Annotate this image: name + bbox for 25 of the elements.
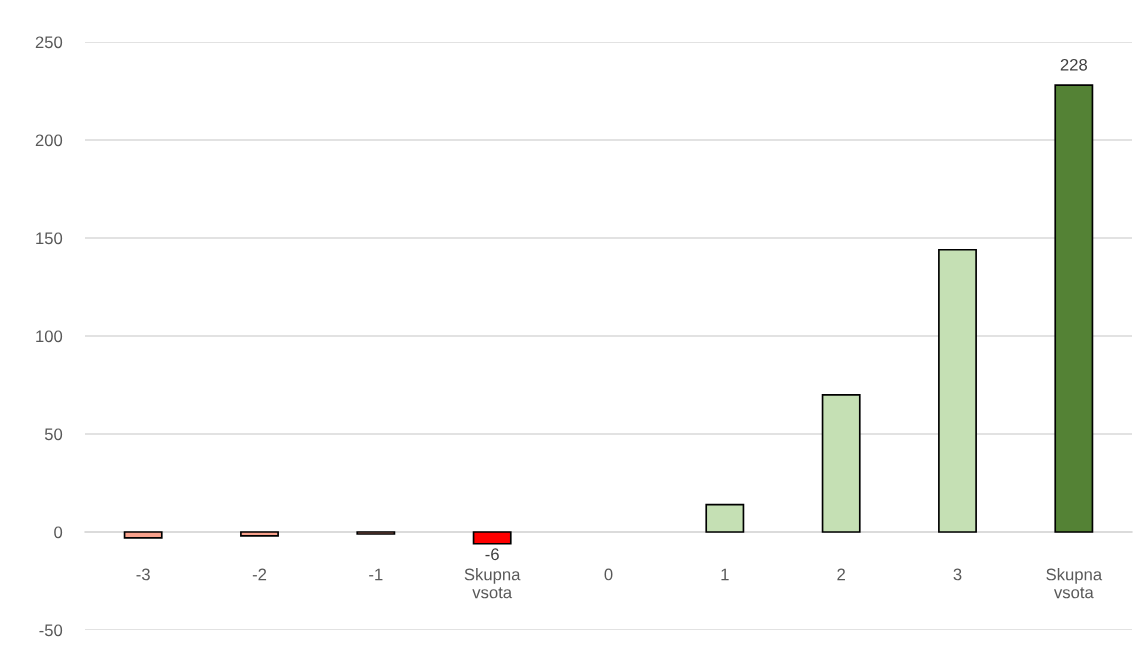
bar [240,531,279,537]
bar [472,531,512,545]
x-tick-label: 2 [837,568,845,581]
data-label: -6 [485,548,499,561]
y-tick-label: 0 [54,526,63,539]
data-label: 228 [1060,58,1088,71]
y-tick-label: 200 [35,134,63,147]
y-tick-label: 250 [35,36,63,49]
bar [1054,84,1094,533]
bar [821,393,861,533]
x-tick-label: -3 [136,568,150,581]
x-tick-label: 1 [721,568,729,581]
y-tick-label: 50 [44,428,63,441]
bar [705,503,745,533]
x-tick-label: Skupna vsota [464,568,521,599]
x-tick-label: -1 [369,568,383,581]
x-tick-label: 3 [953,568,962,581]
y-tick-label: 150 [36,232,63,245]
bar [123,531,163,539]
y-tick-label: 100 [36,330,63,343]
x-tick-label: -2 [252,568,267,581]
x-tick-label: Skupna vsota [1046,568,1103,599]
y-tick-label: -50 [39,624,63,637]
x-tick-label: 0 [604,568,613,581]
bar [938,248,977,533]
